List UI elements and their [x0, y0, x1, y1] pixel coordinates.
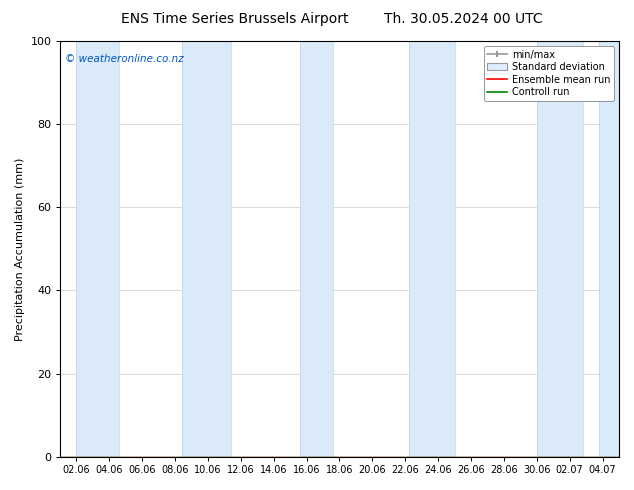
Bar: [408, 41, 455, 457]
Legend: min/max, Standard deviation, Ensemble mean run, Controll run: min/max, Standard deviation, Ensemble me…: [484, 46, 614, 101]
Bar: [76, 41, 119, 457]
Text: ENS Time Series Brussels Airport: ENS Time Series Brussels Airport: [121, 12, 348, 26]
Bar: [537, 41, 583, 457]
Bar: [181, 41, 231, 457]
Text: Th. 30.05.2024 00 UTC: Th. 30.05.2024 00 UTC: [384, 12, 542, 26]
Bar: [599, 41, 634, 457]
Y-axis label: Precipitation Accumulation (mm): Precipitation Accumulation (mm): [15, 157, 25, 341]
Text: © weatheronline.co.nz: © weatheronline.co.nz: [65, 53, 184, 64]
Bar: [300, 41, 333, 457]
